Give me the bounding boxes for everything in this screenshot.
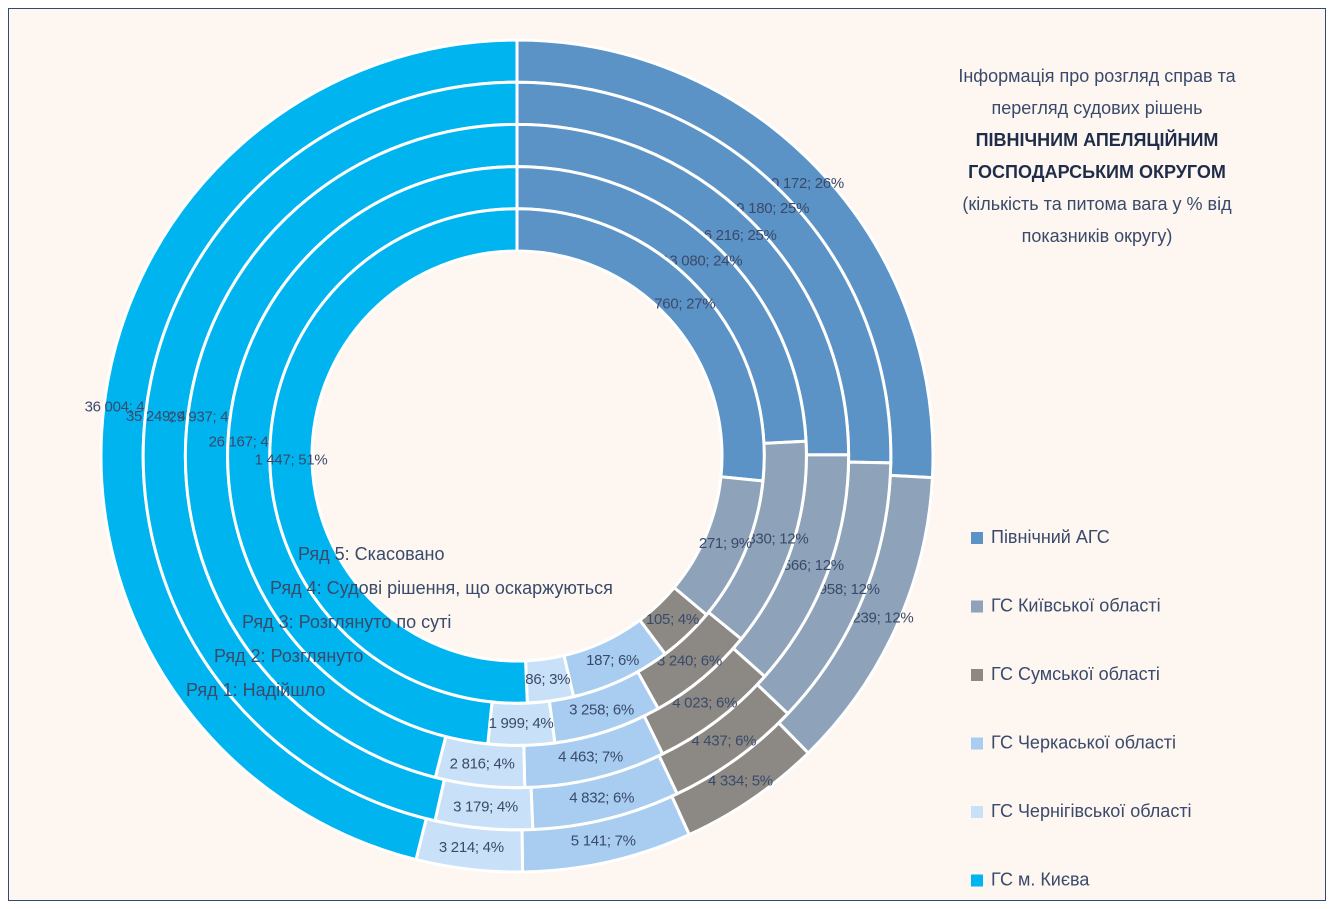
data-label: 9 239; 12% — [841, 609, 914, 626]
legend-swatch — [971, 874, 983, 887]
legend-label: ГС Чернігівської області — [991, 801, 1192, 821]
data-label: 1 999; 4% — [489, 715, 554, 732]
legend-label: ГС Київської області — [991, 595, 1161, 615]
data-label: 1 447; 51% — [254, 452, 327, 469]
legend-label: Північний АГС — [991, 527, 1110, 547]
chart: 20 172; 26% 9 239; 12% 4 334; 5% 5 141; 7% 3… — [85, 38, 1237, 889]
data-label: 3 214; 4% — [439, 839, 504, 856]
data-label: 13 080; 24% — [661, 252, 742, 269]
chart-title: перегляд судових рішень — [991, 98, 1202, 118]
legend-label: ГС Сумської області — [991, 664, 1160, 684]
data-label: 105; 4% — [646, 611, 699, 628]
legend-label: ГС м. Києва — [991, 869, 1090, 889]
data-label: 3 258; 6% — [569, 702, 634, 719]
data-label: 6 330; 12% — [735, 531, 808, 548]
data-label: 86; 3% — [525, 671, 570, 688]
data-label: 760; 27% — [654, 295, 715, 312]
data-label: 271; 9% — [699, 535, 752, 552]
legend-label: ГС Черкаської області — [991, 732, 1176, 752]
data-label: 5 141; 7% — [571, 832, 636, 849]
data-label: 4 437; 6% — [691, 733, 756, 750]
data-label: 3 179; 4% — [453, 798, 518, 815]
chart-title: ГОСПОДАРСЬКИМ ОКРУГОМ — [968, 162, 1226, 182]
data-label: 4 334; 5% — [708, 773, 773, 790]
data-label: 4 023; 6% — [672, 694, 737, 711]
data-label: 19 180; 25% — [728, 200, 809, 217]
chart-title: Інформація про розгляд справ та — [958, 66, 1236, 86]
chart-title: (кількість та питома вага у % від — [962, 194, 1232, 214]
data-label: 3 240; 6% — [657, 653, 722, 670]
legend-swatch — [971, 669, 983, 681]
ring-label: Ряд 2: Розглянуто — [214, 646, 363, 666]
data-label: 7 566; 12% — [771, 557, 844, 574]
donut-segment — [268, 207, 529, 705]
legend-swatch — [971, 600, 983, 613]
legend-swatch — [971, 737, 983, 750]
data-label: 4 832; 6% — [569, 789, 634, 806]
ring-label: Ряд 3: Розглянуто по суті — [242, 612, 451, 632]
data-label: 20 172; 26% — [763, 175, 844, 192]
legend-swatch — [971, 806, 983, 818]
legend-swatch — [971, 532, 983, 544]
data-label: 16 216; 25% — [696, 227, 777, 244]
ring-label: Ряд 5: Скасовано — [298, 544, 445, 564]
data-label: 4 463; 7% — [558, 749, 623, 766]
ring-label: Ряд 1: Надійшло — [186, 680, 325, 700]
ring-label: Ряд 4: Судові рішення, що оскаржуються — [270, 578, 613, 598]
data-label: 187; 6% — [586, 652, 639, 669]
data-label: 2 816; 4% — [450, 756, 515, 773]
chart-title: показників округу) — [1022, 226, 1173, 246]
chart-frame: 20 172; 26% 9 239; 12% 4 334; 5% 5 141; 7% 3… — [8, 8, 1326, 901]
data-label: 8 958; 12% — [807, 581, 880, 598]
chart-title: ПІВНІЧНИМ АПЕЛЯЦІЙНИМ — [976, 129, 1219, 150]
